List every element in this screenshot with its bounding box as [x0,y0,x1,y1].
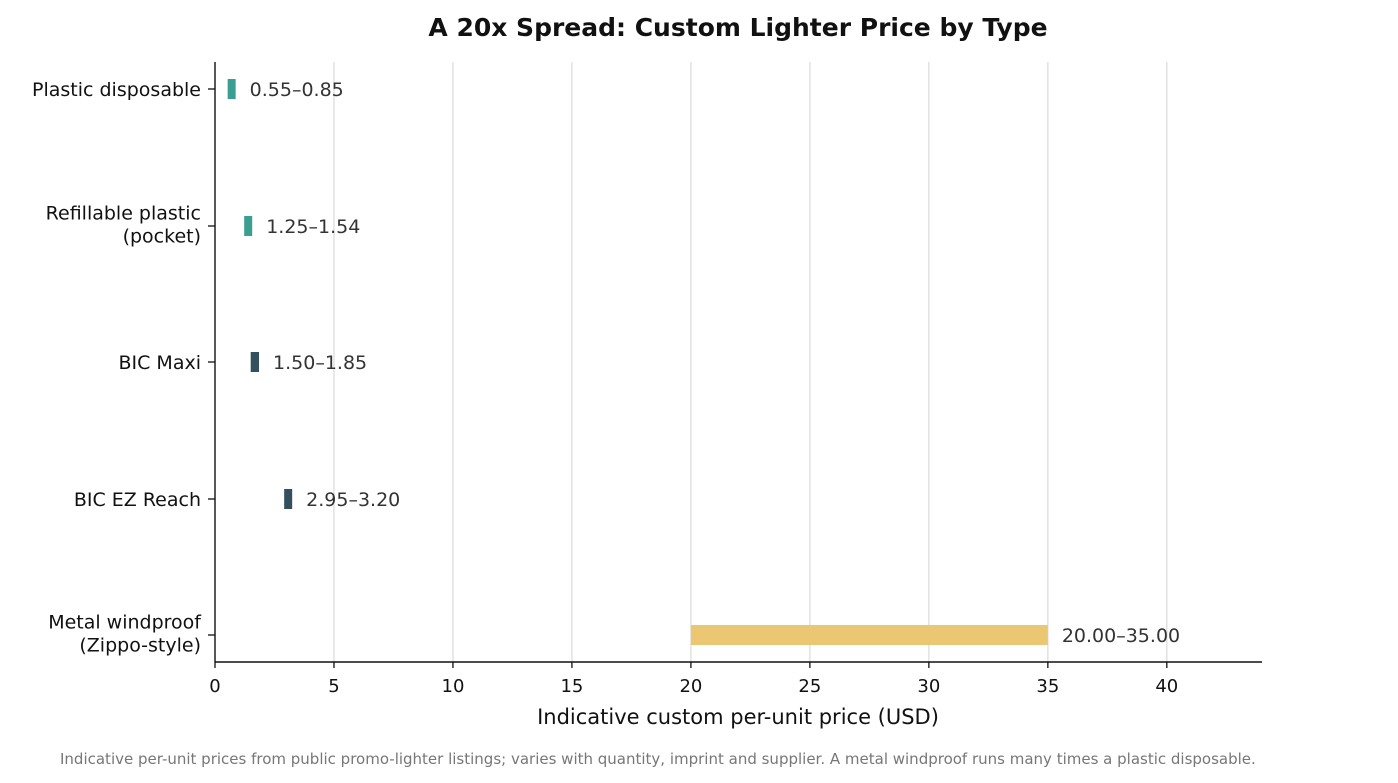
x-tick-label: 40 [1155,676,1178,697]
data-label: 1.25–1.54 [266,216,360,238]
x-tick-label: 30 [917,676,940,697]
category-label: Plastic disposable [32,79,201,101]
range-bar [284,489,293,509]
range-bars [227,79,1048,645]
labels: 0 5 10 15 20 25 30 35 40 0.55–0.85 Plastic disposa… [32,79,1180,697]
x-tick-label: 20 [679,676,702,697]
range-bar [250,352,260,372]
category-label: (pocket) [123,226,201,248]
footnote: Indicative per-unit prices from public p… [60,750,1256,768]
x-tick-label: 25 [798,676,821,697]
category-label: (Zippo-style) [79,635,201,657]
x-tick-label: 35 [1036,676,1059,697]
category-label: BIC EZ Reach [74,489,201,511]
axes [208,62,1262,668]
category-label: BIC Maxi [118,352,201,374]
x-tick-label: 15 [560,676,583,697]
x-tick-label: 10 [442,676,465,697]
x-tick-label: 0 [209,676,220,697]
data-label: 2.95–3.20 [306,489,400,511]
data-label: 20.00–35.00 [1062,625,1180,647]
category-label: Refillable plastic [46,203,201,225]
chart-title: A 20x Spread: Custom Lighter Price by Ty… [428,13,1047,42]
x-axis-label: Indicative custom per-unit price (USD) [537,705,939,729]
range-bar [227,79,236,99]
x-tick-label: 5 [328,676,339,697]
data-label: 1.50–1.85 [273,352,367,374]
gridlines [333,62,1168,662]
range-bar [690,625,1048,645]
range-bar [244,216,253,236]
category-label: Metal windproof [48,612,202,634]
data-label: 0.55–0.85 [250,79,344,101]
